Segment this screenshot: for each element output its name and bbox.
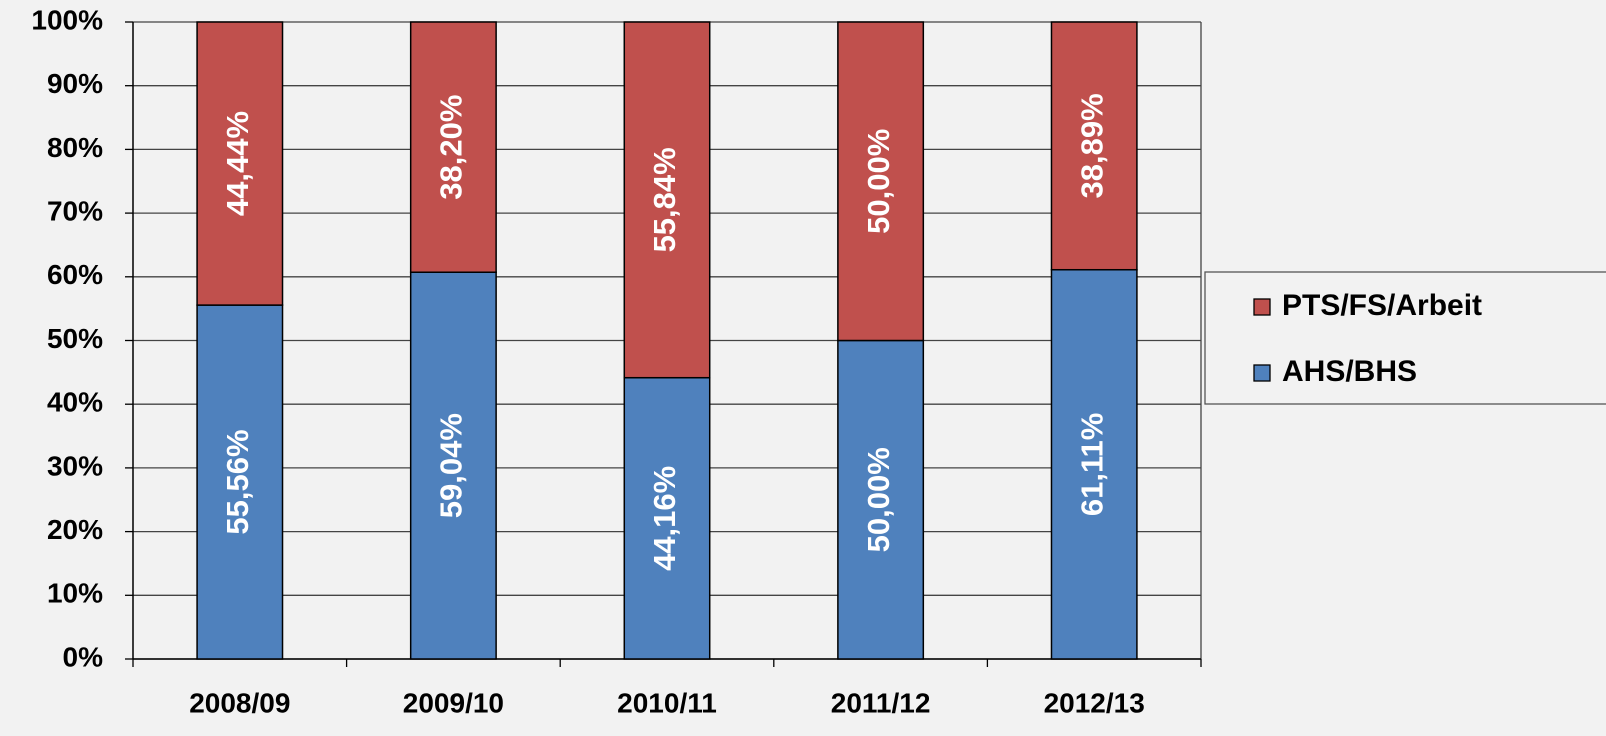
bar-segment (837, 339, 925, 660)
y-tick-label: 80% (47, 132, 103, 163)
y-tick-label: 70% (47, 195, 103, 226)
data-label: 55,56% (220, 429, 255, 534)
data-label: 50,00% (861, 447, 896, 552)
data-label: 55,84% (647, 147, 682, 252)
y-tick-label: 0% (63, 641, 104, 672)
y-tick-label: 50% (47, 323, 103, 354)
legend-label: PTS/FS/Arbeit (1282, 289, 1482, 322)
bar-segment (1050, 268, 1138, 660)
bar-segment (1050, 21, 1138, 271)
bar-segment (409, 21, 497, 273)
legend-swatch (1253, 364, 1271, 382)
x-tick-label: 2012/13 (1044, 687, 1145, 718)
data-label: 38,20% (434, 95, 469, 200)
data-label: 59,04% (434, 413, 469, 518)
legend-label: AHS/BHS (1282, 355, 1417, 388)
y-tick-label: 10% (47, 578, 103, 609)
data-label: 61,11% (1074, 413, 1109, 516)
y-tick-label: 40% (47, 387, 103, 418)
x-tick-label: 2010/11 (617, 687, 717, 718)
legend-box (1204, 271, 1606, 405)
x-tick-label: 2009/10 (403, 687, 504, 718)
x-tick-label: 2008/09 (189, 687, 290, 718)
data-label: 44,16% (647, 466, 682, 571)
x-tick-label: 2011/12 (831, 687, 931, 718)
y-tick-label: 20% (47, 514, 103, 545)
data-label: 50,00% (861, 129, 896, 234)
y-tick-label: 60% (47, 259, 103, 290)
y-tick-label: 90% (47, 68, 103, 99)
bar-segment (623, 21, 711, 379)
data-label: 44,44% (220, 111, 255, 216)
legend-swatch (1253, 298, 1271, 316)
data-label: 38,89% (1074, 93, 1109, 198)
bar-segment (196, 21, 284, 306)
bar-segment (409, 271, 497, 660)
y-tick-label: 30% (47, 450, 103, 481)
bar-segment (623, 376, 711, 660)
bar-segment (837, 21, 925, 342)
y-tick-label: 100% (31, 4, 103, 35)
